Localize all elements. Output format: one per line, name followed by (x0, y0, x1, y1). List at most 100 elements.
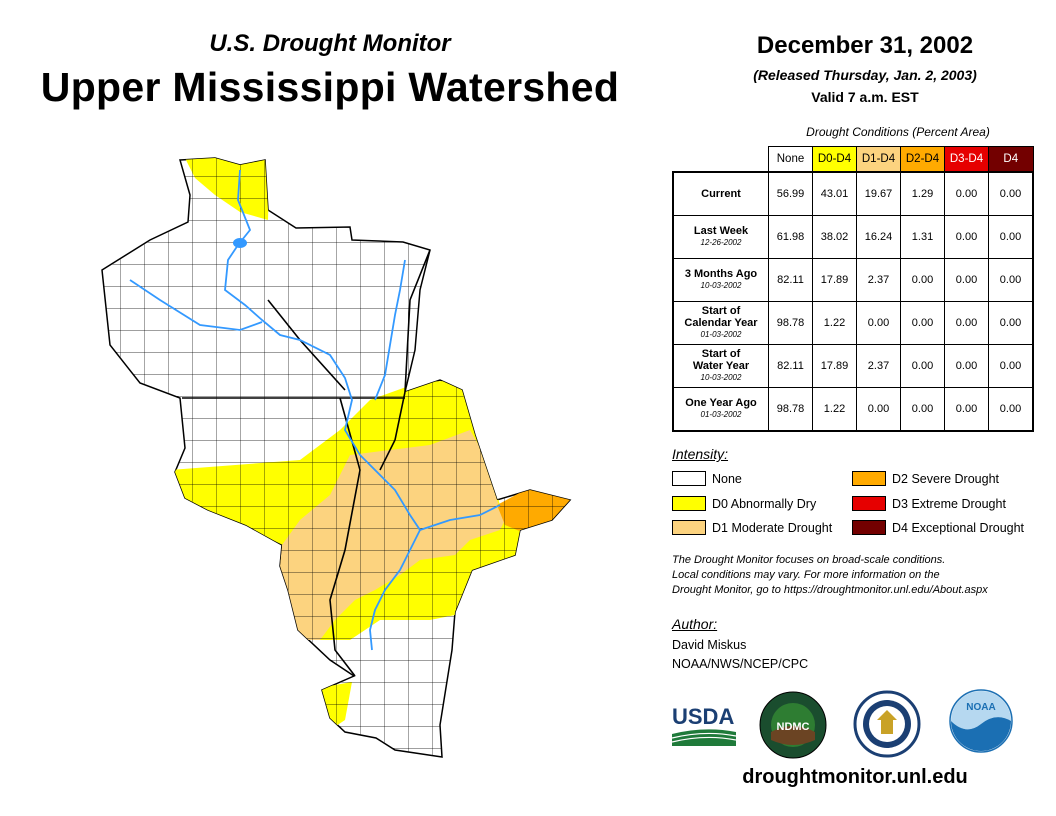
col-header-d2-d4: D2-D4 (900, 146, 945, 173)
table-cell: 0.00 (900, 301, 945, 345)
legend-label: D0 Abnormally Dry (712, 496, 817, 511)
table-cell: 17.89 (812, 344, 857, 388)
legend-label: D4 Exceptional Drought (892, 520, 1025, 535)
table-cell: 0.00 (900, 344, 945, 388)
rivers (129, 169, 501, 651)
table-cell: 82.11 (768, 258, 813, 302)
map-subtitle: U.S. Drought Monitor (209, 30, 451, 57)
author-heading: Author: (672, 616, 718, 632)
author-name: David Miskus (672, 638, 747, 652)
doc-seal-logo (853, 690, 921, 758)
legend-item-d4: D4 Exceptional Drought (852, 520, 1024, 535)
map-date: December 31, 2002 (756, 32, 974, 59)
table-cell: 17.89 (812, 258, 857, 302)
table-caption: Drought Conditions (Percent Area) (806, 125, 990, 139)
table-cell: 0.00 (900, 387, 945, 432)
legend-swatch (852, 496, 886, 511)
table-cell: 1.29 (900, 171, 945, 216)
col-header-d4: D4 (988, 146, 1034, 173)
table-cell: 0.00 (988, 344, 1034, 388)
ndmc-logo-text: NDMC (777, 721, 810, 733)
legend-swatch (852, 471, 886, 486)
table-row: Start of Water Year 10-03-2002 82.11 17.89… (672, 344, 1034, 388)
table-cell: 98.78 (768, 301, 813, 345)
table-cell: 2.37 (856, 258, 901, 302)
col-header-d3-d4: D3-D4 (944, 146, 989, 173)
legend-item-d0: D0 Abnormally Dry (672, 496, 816, 511)
col-header-none: None (768, 146, 813, 173)
drought-map (101, 157, 572, 758)
row-label: One Year Ago 01-03-2002 (672, 387, 769, 432)
table-cell: 0.00 (944, 301, 989, 345)
table-header-blank (673, 147, 769, 173)
table-cell: 0.00 (944, 215, 989, 259)
table-row: Current 56.99 43.01 19.67 1.29 0.00 0.00 (672, 171, 1034, 216)
legend-swatch (672, 520, 706, 535)
legend-label: D2 Severe Drought (892, 471, 1000, 486)
col-header-d1-d4: D1-D4 (856, 146, 901, 173)
usda-logo-text: USDA (672, 704, 734, 729)
legend-label: None (712, 471, 742, 486)
disclaimer-note: The Drought Monitor focuses on broad-sca… (672, 553, 1052, 598)
legend-title: Intensity: (672, 446, 729, 462)
release-date: (Released Thursday, Jan. 2, 2003) (753, 67, 977, 83)
table-cell: 0.00 (988, 258, 1034, 302)
table-row: 3 Months Ago 10-03-2002 82.11 17.89 2.37 … (672, 258, 1034, 302)
row-label: Last Week 12-26-2002 (672, 215, 769, 259)
legend-swatch (672, 496, 706, 511)
note-line: Drought Monitor, go to https://droughtmo… (672, 584, 988, 596)
table-cell: 16.24 (856, 215, 901, 259)
legend-label: D1 Moderate Drought (712, 520, 833, 535)
table-cell: 0.00 (944, 387, 989, 432)
table-cell: 0.00 (988, 171, 1034, 216)
author-org: NOAA/NWS/NCEP/CPC (672, 657, 809, 671)
table-cell: 0.00 (988, 215, 1034, 259)
table-cell: 0.00 (900, 258, 945, 302)
table-cell: 61.98 (768, 215, 813, 259)
lake (233, 238, 247, 248)
map-title: Upper Mississippi Watershed (40, 64, 620, 110)
legend-item-d1: D1 Moderate Drought (672, 520, 832, 535)
note-line: Local conditions may vary. For more info… (672, 569, 940, 581)
legend-swatch (852, 520, 886, 535)
row-label: Current (672, 171, 769, 216)
table-cell: 82.11 (768, 344, 813, 388)
legend-swatch (672, 471, 706, 486)
table-cell: 38.02 (812, 215, 857, 259)
col-header-d0-d4: D0-D4 (812, 146, 857, 173)
noaa-logo: NOAA (949, 689, 1013, 753)
table-cell: 56.99 (768, 171, 813, 216)
legend-item-d3: D3 Extreme Drought (852, 496, 1006, 511)
table-cell: 0.00 (856, 387, 901, 432)
note-line: The Drought Monitor focuses on broad-sca… (672, 554, 946, 566)
row-label: Start of Water Year 10-03-2002 (672, 344, 769, 388)
table-cell: 1.22 (812, 387, 857, 432)
table-cell: 0.00 (988, 301, 1034, 345)
table-row: One Year Ago 01-03-2002 98.78 1.22 0.00 0… (672, 387, 1034, 432)
county-grid (102, 158, 570, 757)
table-cell: 0.00 (856, 301, 901, 345)
table-cell: 0.00 (944, 258, 989, 302)
table-row: Start of Calendar Year 01-03-2002 98.78 1.… (672, 301, 1034, 345)
row-label: Start of Calendar Year 01-03-2002 (672, 301, 769, 345)
website-link[interactable]: droughtmonitor.unl.edu (742, 766, 968, 788)
table-cell: 19.67 (856, 171, 901, 216)
table-cell: 0.00 (988, 387, 1034, 432)
legend-item-d2: D2 Severe Drought (852, 471, 999, 486)
drought-conditions-table: None D0-D4 D1-D4 D2-D4 D3-D4 D4 Current … (672, 146, 1034, 432)
table-header-row: None D0-D4 D1-D4 D2-D4 D3-D4 D4 (673, 146, 1034, 173)
valid-time: Valid 7 a.m. EST (811, 89, 919, 105)
table-cell: 0.00 (944, 344, 989, 388)
table-cell: 1.22 (812, 301, 857, 345)
table-cell: 1.31 (900, 215, 945, 259)
table-cell: 2.37 (856, 344, 901, 388)
noaa-logo-text: NOAA (966, 702, 995, 713)
table-row: Last Week 12-26-2002 61.98 38.02 16.24 1.… (672, 215, 1034, 259)
table-cell: 43.01 (812, 171, 857, 216)
ndmc-logo: NDMC (759, 691, 827, 759)
usda-logo: USDA (671, 704, 737, 746)
legend-item-none: None (672, 471, 742, 486)
legend-label: D3 Extreme Drought (892, 496, 1006, 511)
table-cell: 0.00 (944, 171, 989, 216)
table-cell: 98.78 (768, 387, 813, 432)
